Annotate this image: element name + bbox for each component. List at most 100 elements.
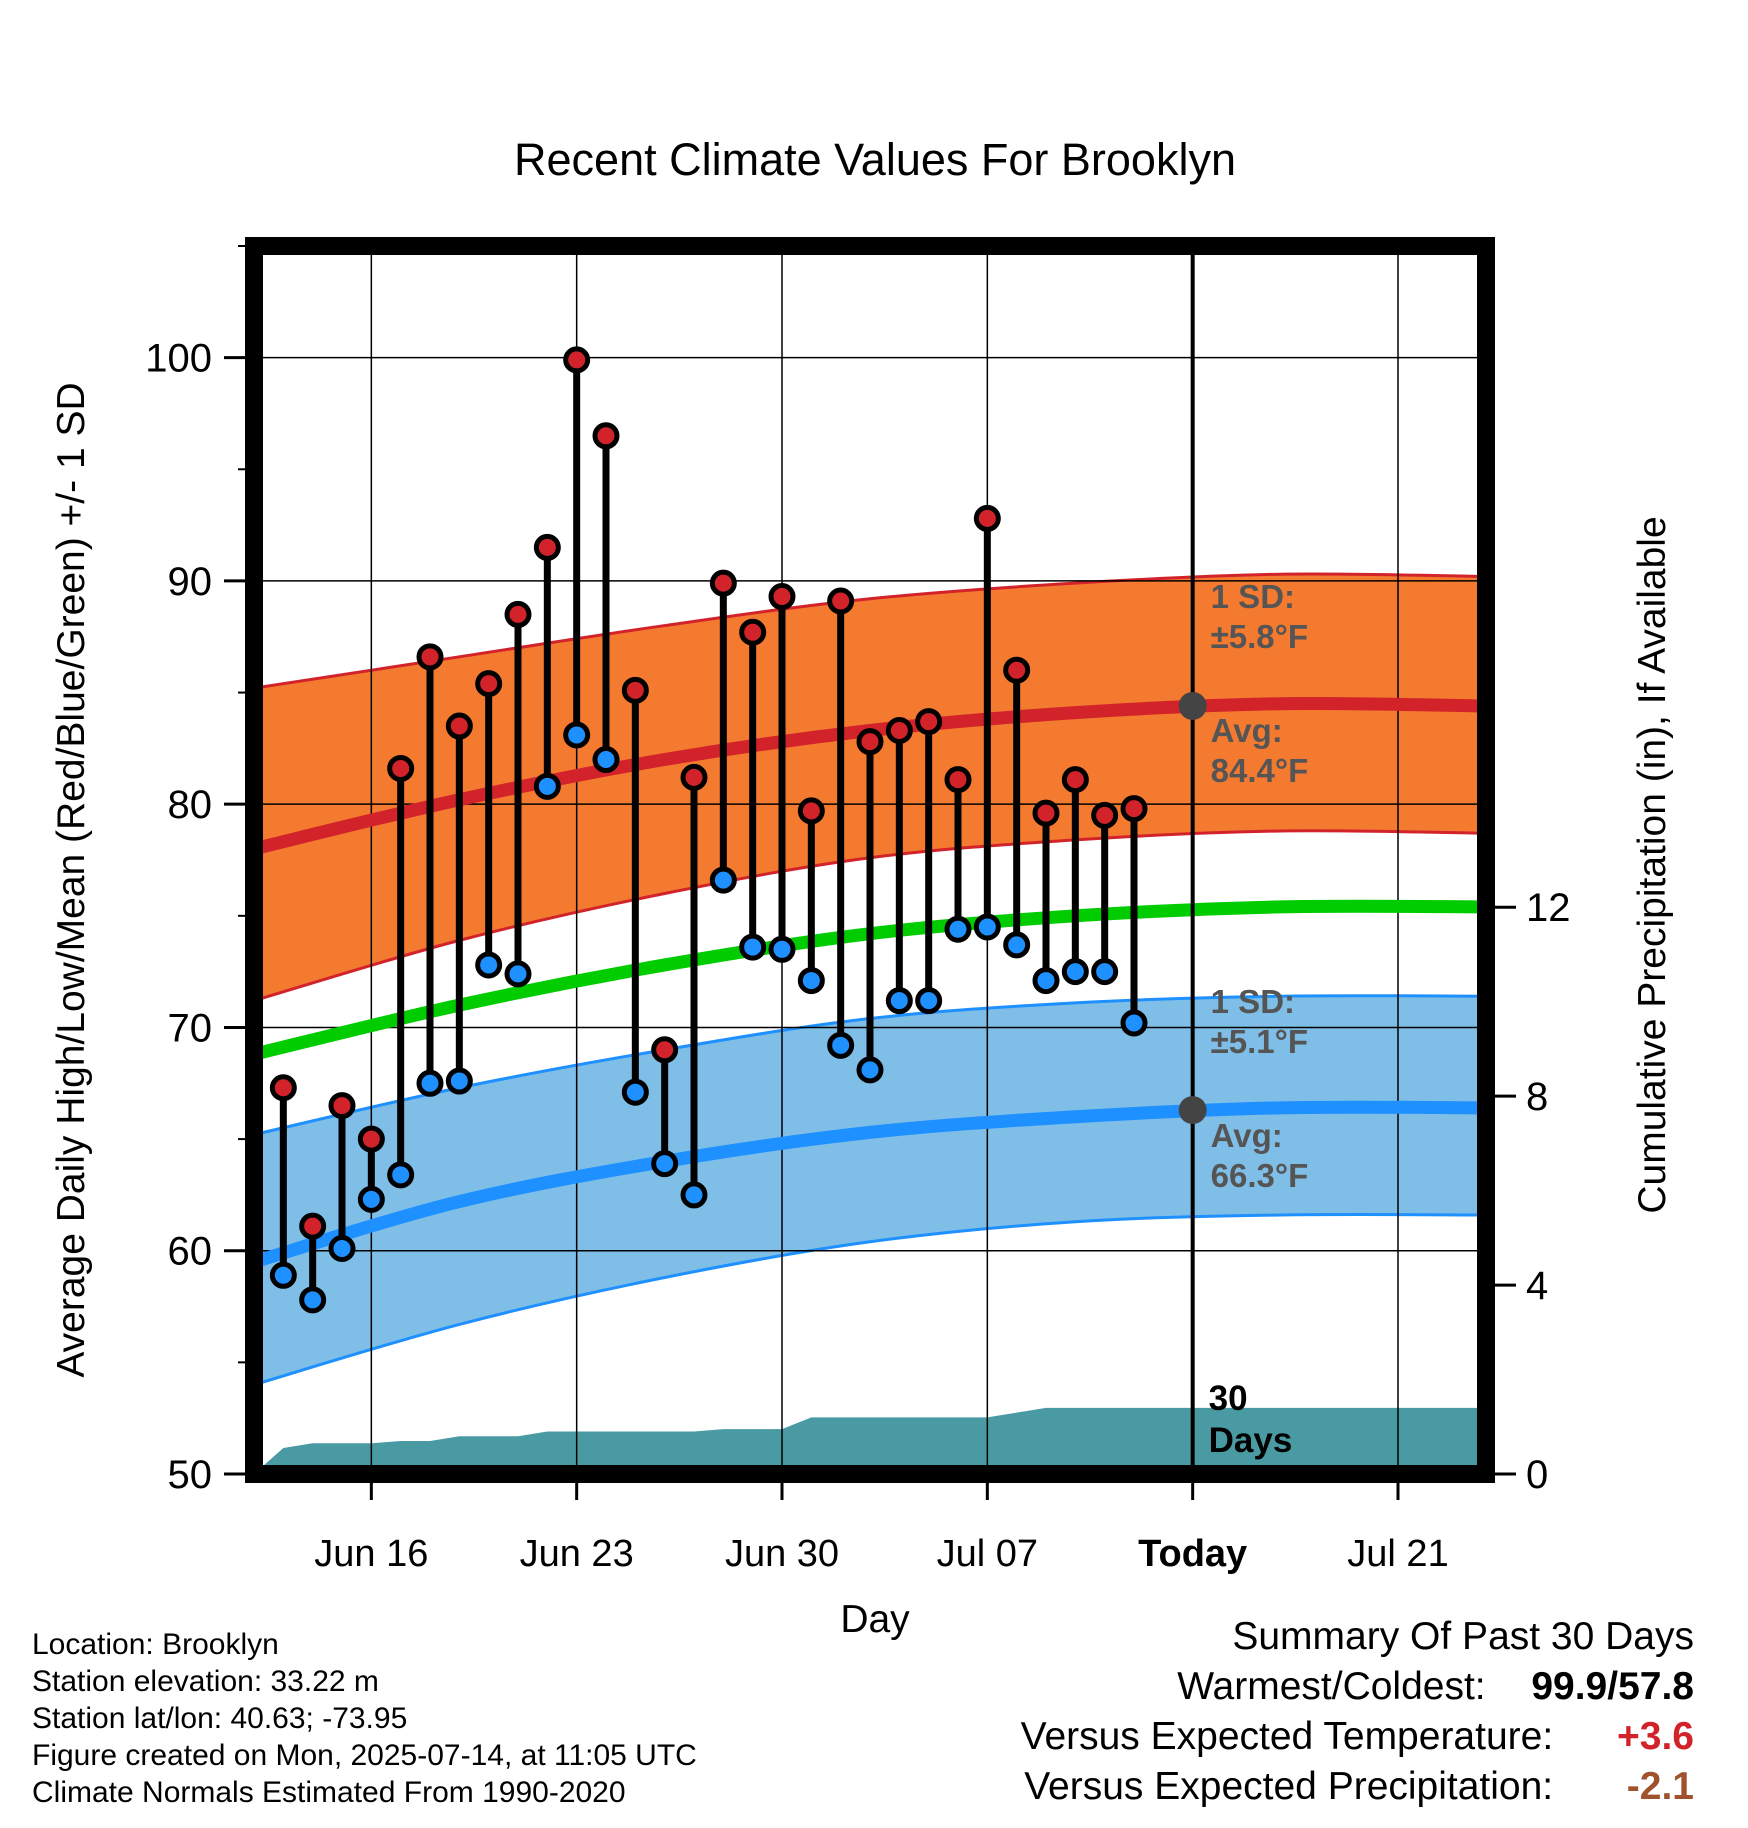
daily-high-marker bbox=[1061, 766, 1089, 794]
station-metadata: Location: Brooklyn Station elevation: 33… bbox=[32, 1626, 697, 1811]
x-tick-label: Jun 30 bbox=[725, 1533, 839, 1575]
low-sd-label: 1 SD: bbox=[1211, 983, 1295, 1020]
daily-high-marker bbox=[357, 1125, 385, 1153]
low-avg-value: 66.3°F bbox=[1211, 1157, 1309, 1194]
daily-low-marker bbox=[1032, 967, 1060, 995]
daily-high-marker bbox=[885, 717, 913, 745]
elevation-text: Station elevation: 33.22 m bbox=[32, 1665, 379, 1698]
daily-low-marker bbox=[915, 987, 943, 1015]
x-tick-label: Jul 21 bbox=[1347, 1533, 1448, 1575]
daily-high-marker bbox=[1091, 801, 1119, 829]
daily-low-marker bbox=[944, 915, 972, 943]
warm-cold-label: Warmest/Coldest: bbox=[1177, 1665, 1486, 1708]
y-tick-label: 50 bbox=[168, 1453, 213, 1497]
daily-high-marker bbox=[768, 583, 796, 611]
low-avg-label: Avg: bbox=[1211, 1117, 1283, 1154]
daily-high-marker bbox=[445, 712, 473, 740]
today-low-avg-marker bbox=[1178, 1096, 1207, 1125]
daily-low-marker bbox=[445, 1067, 473, 1095]
daily-high-marker bbox=[797, 797, 825, 825]
daily-high-marker bbox=[827, 587, 855, 615]
daily-low-marker bbox=[592, 746, 620, 774]
daily-low-marker bbox=[387, 1161, 415, 1189]
daily-low-marker bbox=[739, 933, 767, 961]
created-text: Figure created on Mon, 2025-07-14, at 11… bbox=[32, 1739, 697, 1772]
y-tick-label: 70 bbox=[168, 1006, 213, 1050]
precip-days-label: Days bbox=[1209, 1421, 1293, 1460]
daily-low-marker bbox=[621, 1078, 649, 1106]
daily-high-marker bbox=[475, 670, 503, 698]
daily-high-marker bbox=[709, 569, 737, 597]
y2-tick-label: 4 bbox=[1526, 1264, 1548, 1308]
precip-anomaly-value: -2.1 bbox=[1626, 1765, 1694, 1808]
daily-low-marker bbox=[797, 967, 825, 995]
high-sd-upper-line bbox=[254, 572, 1486, 690]
high-avg-value: 84.4°F bbox=[1211, 752, 1309, 789]
temp-anomaly-label: Versus Expected Temperature: bbox=[1020, 1715, 1554, 1758]
y2-axis-label: Cumulative Precipitation (in), If Availa… bbox=[1631, 516, 1674, 1213]
high-sd-value: ±5.8°F bbox=[1211, 618, 1308, 655]
precip-area bbox=[254, 1407, 1486, 1474]
daily-high-marker bbox=[1003, 656, 1031, 684]
daily-low-marker bbox=[680, 1181, 708, 1209]
normals-text: Climate Normals Estimated From 1990-2020 bbox=[32, 1776, 626, 1809]
summary-title: Summary Of Past 30 Days bbox=[1232, 1615, 1694, 1658]
warm-cold-row: Warmest/Coldest: 99.9/57.8 bbox=[1021, 1662, 1694, 1712]
daily-high-marker bbox=[533, 533, 561, 561]
x-tick-label: Jun 23 bbox=[520, 1533, 634, 1575]
precip-days-number: 30 bbox=[1209, 1379, 1248, 1418]
location-text: Location: Brooklyn bbox=[32, 1628, 279, 1661]
x-tick-label: Jun 16 bbox=[314, 1533, 428, 1575]
daily-high-marker bbox=[856, 728, 884, 756]
normal-low-line bbox=[254, 1100, 1486, 1269]
daily-high-marker bbox=[621, 676, 649, 704]
latlon-text: Station lat/lon: 40.63; -73.95 bbox=[32, 1702, 408, 1735]
daily-high-marker bbox=[416, 643, 444, 671]
daily-low-marker bbox=[357, 1185, 385, 1213]
daily-low-marker bbox=[768, 935, 796, 963]
chart-title: Recent Climate Values For Brooklyn bbox=[514, 134, 1236, 185]
low-sd-value: ±5.1°F bbox=[1211, 1023, 1308, 1060]
daily-low-marker bbox=[1061, 958, 1089, 986]
daily-high-marker bbox=[651, 1036, 679, 1064]
today-high-avg-marker bbox=[1178, 691, 1207, 720]
daily-low-marker bbox=[416, 1069, 444, 1097]
high-avg-label: Avg: bbox=[1211, 712, 1283, 749]
precip-anomaly-label: Versus Expected Precipitation: bbox=[1024, 1765, 1554, 1808]
daily-high-marker bbox=[563, 346, 591, 374]
daily-low-marker bbox=[856, 1056, 884, 1084]
daily-low-marker bbox=[533, 772, 561, 800]
daily-low-marker bbox=[827, 1031, 855, 1059]
daily-low-marker bbox=[709, 866, 737, 894]
y2-tick-label: 8 bbox=[1526, 1075, 1548, 1119]
temp-anomaly-value: +3.6 bbox=[1617, 1715, 1694, 1758]
daily-low-marker bbox=[269, 1261, 297, 1289]
x-axis-label: Day bbox=[840, 1598, 910, 1641]
daily-low-marker bbox=[475, 951, 503, 979]
precip-anomaly-row: Versus Expected Precipitation: -2.1 bbox=[1021, 1762, 1694, 1812]
daily-high-marker bbox=[269, 1074, 297, 1102]
coldest-value: 57.8 bbox=[1618, 1665, 1694, 1708]
daily-high-marker bbox=[973, 504, 1001, 532]
daily-high-marker bbox=[387, 754, 415, 782]
y2-tick-label: 12 bbox=[1526, 886, 1571, 930]
daily-low-marker bbox=[504, 960, 532, 988]
plot-frame bbox=[245, 237, 1495, 1483]
daily-high-marker bbox=[680, 763, 708, 791]
daily-high-marker bbox=[592, 422, 620, 450]
summary-panel: Summary Of Past 30 Days Warmest/Coldest:… bbox=[1021, 1612, 1694, 1812]
y-axis-label: Average Daily High/Low/Mean (Red/Blue/Gr… bbox=[50, 382, 93, 1377]
daily-low-marker bbox=[1003, 931, 1031, 959]
y-tick-label: 90 bbox=[168, 560, 213, 604]
daily-high-marker bbox=[1120, 795, 1148, 823]
daily-high-marker bbox=[299, 1212, 327, 1240]
daily-low-marker bbox=[299, 1286, 327, 1314]
daily-high-marker bbox=[328, 1092, 356, 1120]
warm-cold-separator: / bbox=[1607, 1665, 1619, 1708]
y-tick-label: 80 bbox=[168, 783, 213, 827]
x-tick-label: Jul 07 bbox=[937, 1533, 1038, 1575]
daily-low-marker bbox=[1091, 958, 1119, 986]
daily-low-marker bbox=[885, 987, 913, 1015]
daily-high-marker bbox=[1032, 799, 1060, 827]
